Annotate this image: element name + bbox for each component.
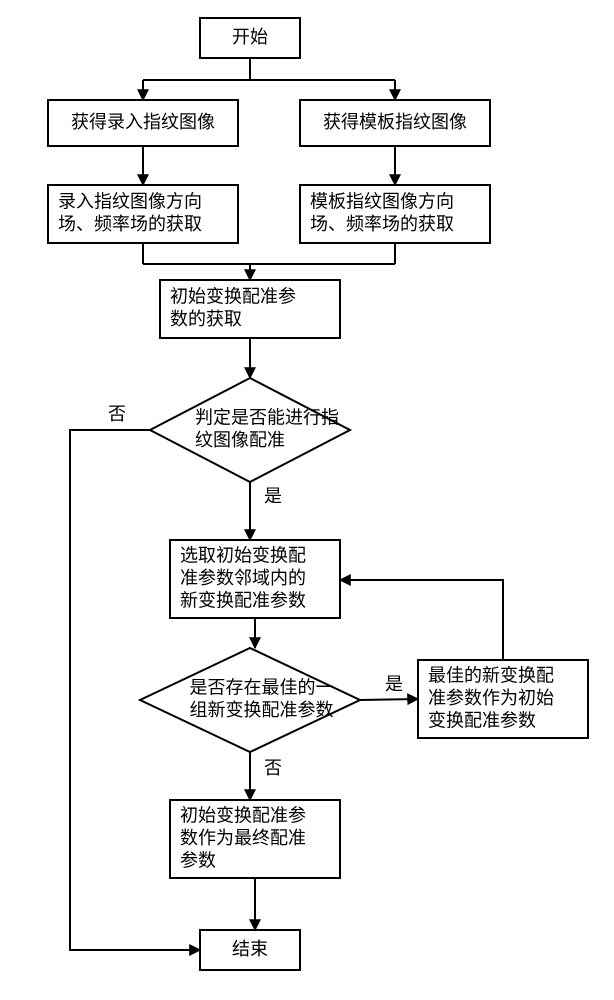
node-tmplField-line-0: 模板指纹图像方向 — [310, 192, 454, 212]
node-end-line-0: 结束 — [232, 939, 268, 959]
node-end: 结束 — [200, 930, 300, 970]
node-initParam: 初始变换配准参数的获取 — [160, 280, 340, 338]
node-selectNew-line-1: 准参数邻域内的 — [180, 568, 306, 588]
node-selectNew: 选取初始变换配准参数邻域内的新变换配准参数 — [170, 540, 340, 618]
node-initParam-line-0: 初始变换配准参 — [170, 287, 296, 307]
node-inputField-line-1: 场、频率场的获取 — [58, 214, 202, 234]
elbow-label-hasBest: 是 — [385, 674, 403, 694]
node-hasBest-line-1: 组新变换配准参数 — [190, 700, 334, 720]
node-canAlign: 判定是否能进行指纹图像配准 — [150, 378, 350, 482]
node-hasBest-line-0: 是否存在最佳的一 — [190, 678, 334, 698]
node-start: 开始 — [200, 18, 300, 58]
node-start-line-0: 开始 — [232, 27, 268, 47]
node-selectNew-line-2: 新变换配准参数 — [180, 590, 306, 610]
node-canAlign-line-1: 纹图像配准 — [195, 430, 285, 450]
node-inputField: 录入指纹图像方向场、频率场的获取 — [48, 185, 238, 243]
node-getTmpl: 获得模板指纹图像 — [300, 100, 490, 146]
node-initAsFinal-line-2: 参数 — [180, 850, 216, 870]
node-initAsFinal-line-1: 数作为最终配准 — [180, 828, 306, 848]
node-selectNew-line-0: 选取初始变换配 — [180, 545, 306, 565]
node-initAsFinal-line-0: 初始变换配准参 — [180, 805, 306, 825]
node-bestAsInit-line-0: 最佳的新变换配 — [428, 665, 554, 685]
edge-label-hasBest-initAsFinal: 否 — [264, 758, 282, 778]
node-getTmpl-line-0: 获得模板指纹图像 — [323, 112, 467, 132]
node-initAsFinal: 初始变换配准参数作为最终配准参数 — [170, 800, 340, 878]
node-tmplField-line-1: 场、频率场的获取 — [310, 214, 454, 234]
elbow-label-canAlign: 否 — [108, 404, 126, 424]
node-initParam-line-1: 数的获取 — [170, 309, 242, 329]
node-getInput-line-0: 获得录入指纹图像 — [71, 112, 215, 132]
node-inputField-line-0: 录入指纹图像方向 — [58, 192, 202, 212]
edge-label-canAlign-selectNew: 是 — [264, 486, 282, 506]
node-bestAsInit-line-2: 变换配准参数 — [428, 710, 536, 730]
node-tmplField: 模板指纹图像方向场、频率场的获取 — [300, 185, 490, 243]
node-canAlign-line-0: 判定是否能进行指 — [195, 408, 339, 428]
node-bestAsInit: 最佳的新变换配准参数作为初始变换配准参数 — [418, 660, 588, 738]
node-getInput: 获得录入指纹图像 — [48, 100, 238, 146]
node-bestAsInit-line-1: 准参数作为初始 — [428, 688, 554, 708]
node-hasBest: 是否存在最佳的一组新变换配准参数 — [140, 648, 360, 752]
